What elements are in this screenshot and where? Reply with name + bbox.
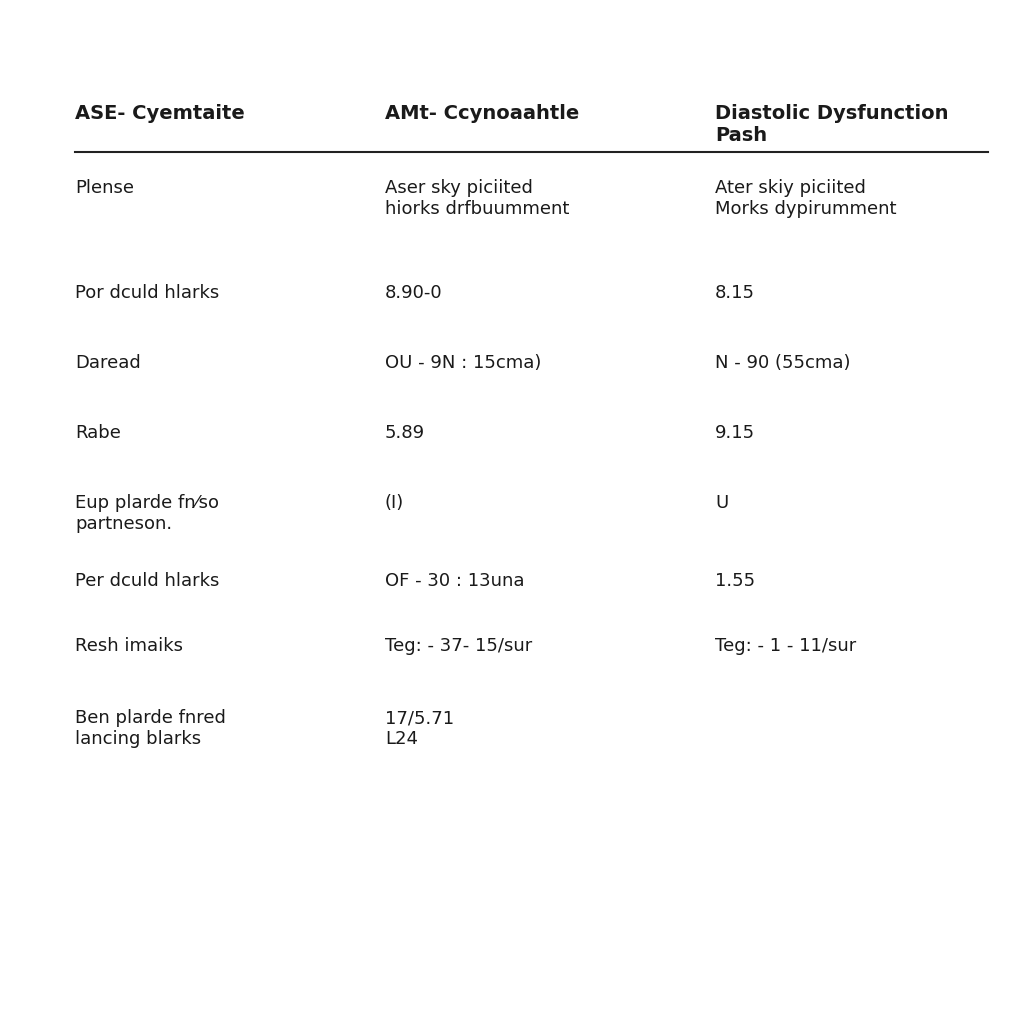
Text: Eup plarde fn⁄so
partneson.: Eup plarde fn⁄so partneson. [75,494,219,532]
Text: 17/5.71
L24: 17/5.71 L24 [385,709,454,748]
Text: 9.15: 9.15 [715,424,755,442]
Text: ASE- Cyemtaite: ASE- Cyemtaite [75,104,245,123]
Text: 5.89: 5.89 [385,424,425,442]
Text: 8.90-0: 8.90-0 [385,284,442,302]
Text: N - 90 ​(55cma): N - 90 ​(55cma) [715,354,851,372]
Text: 1.55: 1.55 [715,572,755,590]
Text: U: U [715,494,728,512]
Text: Ben plarde fnred
lancing blarks: Ben plarde fnred lancing blarks [75,709,226,748]
Text: AMt- Ccynoaahtle: AMt- Ccynoaahtle [385,104,580,123]
Text: 8.15: 8.15 [715,284,755,302]
Text: Per dculd hlarks: Per dculd hlarks [75,572,219,590]
Text: (I): (I) [385,494,404,512]
Text: OF - 30 : 13una: OF - 30 : 13una [385,572,524,590]
Text: Diastolic Dysfunction
Pash: Diastolic Dysfunction Pash [715,104,948,145]
Text: Por dculd hlarks: Por dculd hlarks [75,284,219,302]
Text: Resh imaiks: Resh imaiks [75,637,183,655]
Text: Rabe: Rabe [75,424,121,442]
Text: Daread: Daread [75,354,140,372]
Text: Teg: - 1 - 11/sur: Teg: - 1 - 11/sur [715,637,856,655]
Text: OU - 9N : 15cma): OU - 9N : 15cma) [385,354,542,372]
Text: Teg: - 37- 15/sur: Teg: - 37- 15/sur [385,637,532,655]
Text: Aser sky piciited
hiorks drfbuumment: Aser sky piciited hiorks drfbuumment [385,179,569,218]
Text: Plense: Plense [75,179,134,197]
Text: Ater skiy piciited
Morks dypirumment: Ater skiy piciited Morks dypirumment [715,179,896,218]
